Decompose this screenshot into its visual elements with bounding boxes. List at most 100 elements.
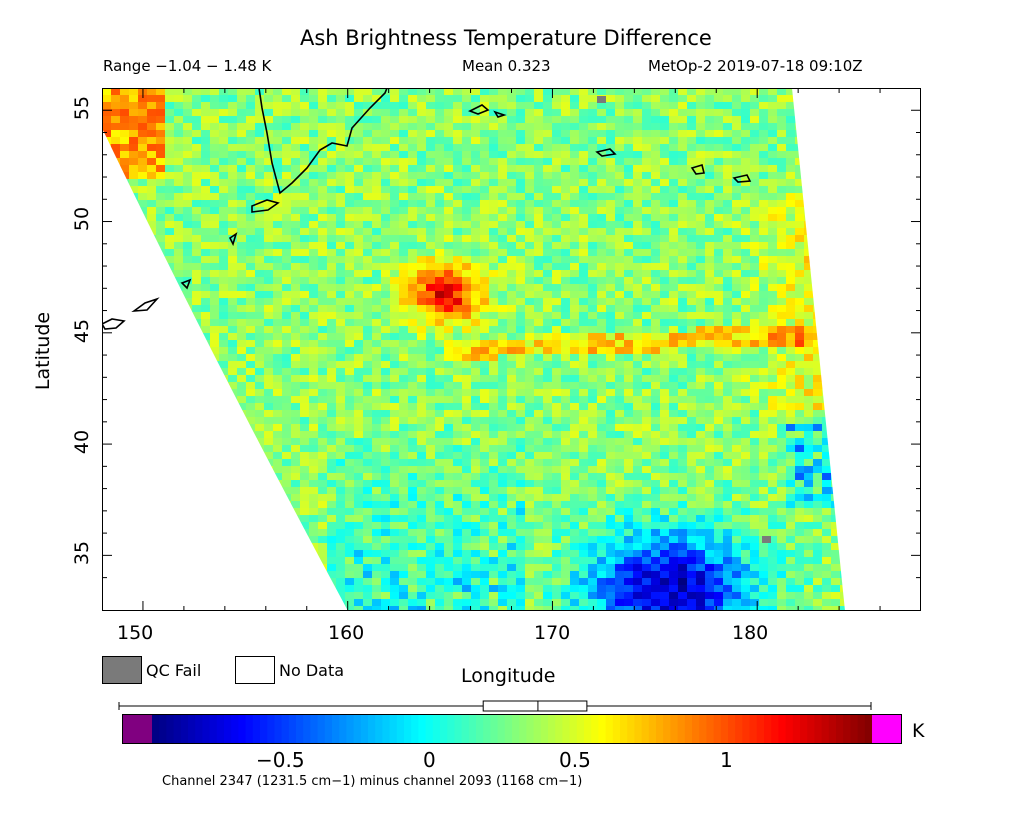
colorbar-segment — [634, 714, 643, 744]
boxplot-box — [482, 700, 588, 712]
lat-tick-45: 45 — [71, 318, 94, 344]
colorbar-segment — [476, 714, 484, 744]
colorbar-segment — [252, 714, 261, 744]
lat-tick-40: 40 — [71, 429, 94, 455]
colorbar-tick-neg05: −0.5 — [256, 748, 305, 772]
colorbar-segment — [562, 714, 571, 744]
colorbar-segment — [288, 714, 297, 744]
colorbar-segment — [159, 714, 167, 744]
colorbar-segment — [382, 714, 391, 744]
qc-fail-label: QC Fail — [146, 661, 202, 680]
colorbar-segment — [821, 714, 830, 744]
colorbar-segment — [519, 714, 527, 744]
colorbar-segment — [432, 714, 441, 744]
colorbar-segment — [461, 714, 470, 744]
colorbar-over-swatch — [872, 714, 902, 744]
colorbar-unit: K — [912, 720, 925, 742]
colorbar-tick-1: 1 — [720, 748, 733, 772]
colorbar-segment — [771, 714, 779, 744]
colorbar-segment — [800, 714, 808, 744]
colorbar-segment — [569, 714, 578, 744]
colorbar-segment — [735, 714, 743, 744]
colorbar-segment — [267, 714, 275, 744]
colorbar-segment — [317, 714, 326, 744]
colorbar — [122, 714, 902, 744]
colorbar-frame — [122, 714, 902, 744]
y-axis-label: Latitude — [32, 311, 55, 391]
colorbar-segment — [706, 714, 715, 744]
colorbar-segment — [360, 714, 369, 744]
colorbar-segment — [533, 714, 542, 744]
colorbar-segment — [850, 714, 859, 744]
colorbar-segment — [605, 714, 614, 744]
colorbar-segment — [526, 714, 535, 744]
lon-tick-150: 150 — [117, 622, 154, 644]
satellite-datetime: MetOp-2 2019-07-18 09:10Z — [648, 57, 863, 75]
colorbar-segment — [836, 714, 844, 744]
colorbar-segment — [828, 714, 837, 744]
colorbar-segment — [303, 714, 311, 744]
colorbar-segment — [620, 714, 628, 744]
colorbar-segment — [792, 714, 801, 744]
colorbar-segment — [504, 714, 513, 744]
colorbar-segment — [454, 714, 463, 744]
colorbar-segment — [396, 714, 405, 744]
colorbar-segment — [468, 714, 477, 744]
colorbar-segment — [670, 714, 679, 744]
no-data-swatch — [235, 656, 275, 684]
lat-tick-35: 35 — [71, 540, 94, 566]
channel-caption: Channel 2347 (1231.5 cm−1) minus channel… — [162, 774, 583, 789]
colorbar-segment — [641, 714, 650, 744]
lat-tick-55: 55 — [71, 95, 94, 121]
colorbar-segment — [274, 714, 283, 744]
colorbar-segment — [864, 714, 873, 744]
no-data-label: No Data — [279, 661, 345, 680]
colorbar-segment — [166, 714, 175, 744]
lon-tick-160: 160 — [328, 622, 365, 644]
colorbar-segment — [339, 714, 347, 744]
plot-title: Ash Brightness Temperature Difference — [300, 26, 712, 50]
coastline — [102, 88, 752, 330]
colorbar-segment — [332, 714, 340, 744]
colorbar-segment — [152, 714, 160, 744]
colorbar-segment — [728, 714, 736, 744]
colorbar-segment — [764, 714, 772, 744]
colorbar-segment — [173, 714, 182, 744]
colorbar-under-swatch — [122, 714, 152, 744]
colorbar-segment — [699, 714, 707, 744]
colorbar-segment — [238, 714, 247, 744]
colorbar-segment — [231, 714, 239, 744]
qc-fail-pixel — [762, 536, 771, 543]
colorbar-segment — [483, 714, 491, 744]
colorbar-segment — [389, 714, 398, 744]
colorbar-segment — [375, 714, 383, 744]
colorbar-segment — [720, 714, 729, 744]
colorbar-segment — [627, 714, 635, 744]
colorbar-segment — [260, 714, 268, 744]
colorbar-segment — [857, 714, 866, 744]
colorbar-segment — [216, 714, 225, 744]
colorbar-segment — [576, 714, 585, 744]
colorbar-segment — [778, 714, 787, 744]
colorbar-segment — [555, 714, 563, 744]
map-plot — [102, 88, 921, 611]
colorbar-segment — [188, 714, 196, 744]
colorbar-segment — [224, 714, 232, 744]
colorbar-segment — [368, 714, 376, 744]
colorbar-segment — [663, 714, 671, 744]
colorbar-segment — [346, 714, 355, 744]
colorbar-segment — [209, 714, 218, 744]
colorbar-segment — [785, 714, 794, 744]
axis-ticks — [102, 88, 921, 611]
colorbar-segment — [742, 714, 751, 744]
colorbar-segment — [296, 714, 304, 744]
qc-fail-swatch — [102, 656, 142, 684]
colorbar-segment — [677, 714, 686, 744]
x-axis-label: Longitude — [461, 665, 556, 687]
colorbar-segment — [202, 714, 211, 744]
colorbar-segment — [684, 714, 693, 744]
colorbar-segment — [648, 714, 657, 744]
colorbar-segment — [411, 714, 419, 744]
colorbar-segment — [425, 714, 434, 744]
colorbar-segment — [180, 714, 189, 744]
